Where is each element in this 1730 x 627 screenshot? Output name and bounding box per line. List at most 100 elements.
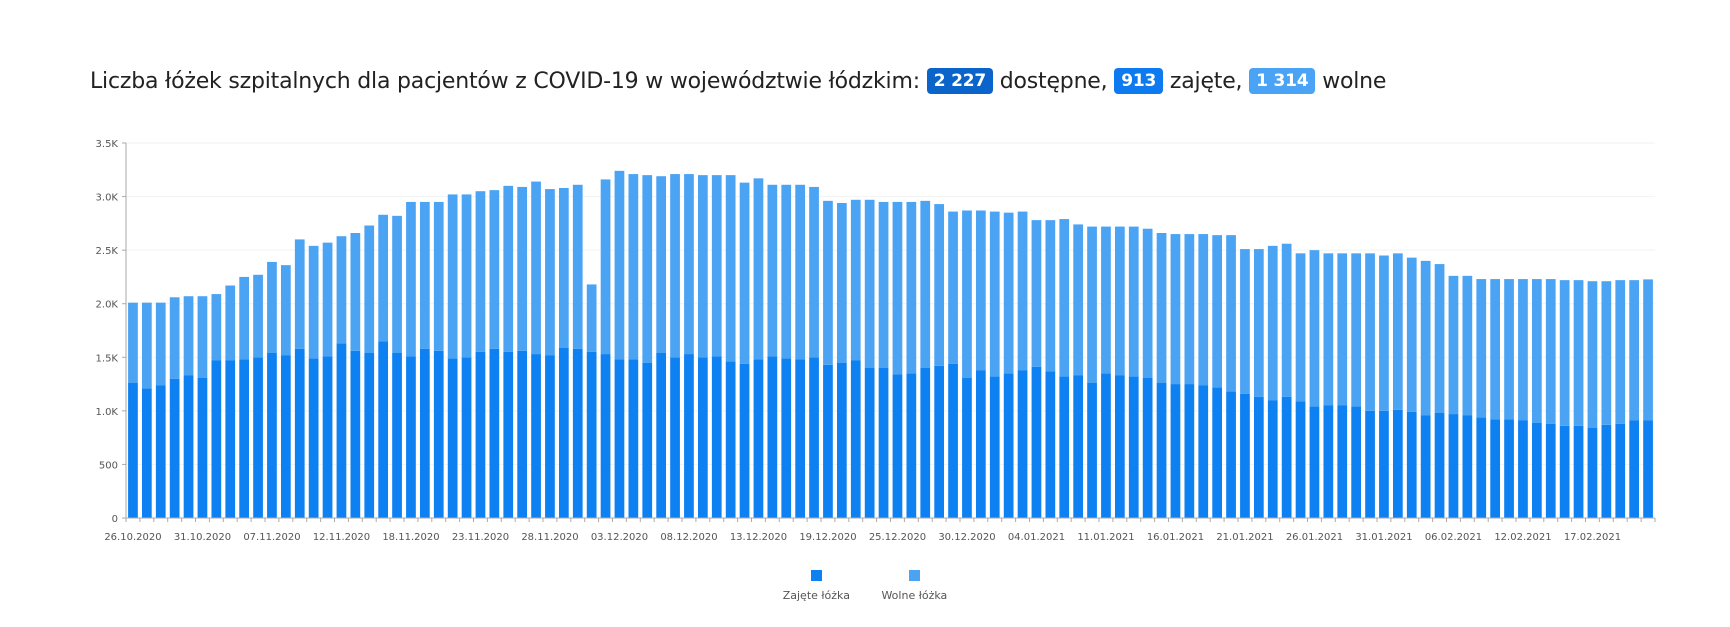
- bar-occupied[interactable]: [531, 354, 541, 518]
- bar-occupied[interactable]: [1476, 417, 1487, 518]
- bar-occupied[interactable]: [1490, 419, 1501, 518]
- bar-occupied[interactable]: [1309, 406, 1320, 518]
- bar-free[interactable]: [934, 204, 945, 366]
- bar-occupied[interactable]: [239, 359, 250, 518]
- bar-occupied[interactable]: [1087, 383, 1097, 518]
- bar-free[interactable]: [1267, 245, 1278, 401]
- bar-occupied[interactable]: [1518, 420, 1528, 519]
- bar-free[interactable]: [447, 194, 458, 359]
- bar-free[interactable]: [628, 174, 639, 360]
- bar-free[interactable]: [1587, 281, 1598, 428]
- bar-occupied[interactable]: [336, 343, 347, 518]
- bar-free[interactable]: [322, 242, 333, 357]
- bar-free[interactable]: [878, 201, 889, 368]
- bar-occupied[interactable]: [1295, 401, 1306, 518]
- bar-free[interactable]: [1114, 226, 1125, 376]
- bar-occupied[interactable]: [628, 359, 639, 518]
- bar-free[interactable]: [1128, 226, 1139, 377]
- bar-free[interactable]: [656, 176, 667, 353]
- bar-occupied[interactable]: [614, 359, 625, 518]
- bar-occupied[interactable]: [878, 368, 889, 518]
- bar-occupied[interactable]: [781, 358, 792, 518]
- bar-occupied[interactable]: [558, 347, 569, 518]
- bar-free[interactable]: [128, 302, 138, 383]
- bar-free[interactable]: [336, 236, 347, 344]
- bar-free[interactable]: [670, 174, 680, 358]
- bar-free[interactable]: [503, 185, 514, 352]
- bar-occupied[interactable]: [1392, 409, 1403, 518]
- bar-occupied[interactable]: [975, 370, 986, 518]
- bar-free[interactable]: [1226, 235, 1236, 392]
- bar-free[interactable]: [1295, 253, 1306, 402]
- bar-free[interactable]: [1629, 280, 1640, 421]
- bar-free[interactable]: [239, 276, 250, 360]
- bar-free[interactable]: [378, 214, 389, 342]
- bar-occupied[interactable]: [1184, 384, 1195, 518]
- bar-occupied[interactable]: [642, 362, 653, 518]
- bar-occupied[interactable]: [1017, 370, 1028, 518]
- bar-occupied[interactable]: [447, 358, 458, 518]
- bar-free[interactable]: [211, 294, 222, 361]
- bar-free[interactable]: [1031, 220, 1042, 367]
- bar-free[interactable]: [517, 186, 528, 351]
- bar-occupied[interactable]: [1212, 387, 1223, 518]
- bar-occupied[interactable]: [697, 357, 708, 518]
- bar-free[interactable]: [364, 225, 375, 354]
- bar-occupied[interactable]: [141, 388, 152, 518]
- bar-free[interactable]: [1476, 279, 1487, 418]
- bar-free[interactable]: [962, 210, 972, 378]
- bar-free[interactable]: [572, 184, 583, 349]
- bar-occupied[interactable]: [1101, 373, 1111, 518]
- bar-occupied[interactable]: [1156, 383, 1167, 518]
- bar-occupied[interactable]: [280, 355, 291, 518]
- bar-occupied[interactable]: [1545, 423, 1556, 518]
- bar-occupied[interactable]: [1198, 385, 1209, 518]
- bar-occupied[interactable]: [1031, 366, 1042, 518]
- bar-occupied[interactable]: [753, 359, 764, 518]
- bar-free[interactable]: [461, 194, 472, 358]
- bar-occupied[interactable]: [1365, 410, 1375, 518]
- bar-free[interactable]: [1101, 226, 1111, 374]
- bar-free[interactable]: [1545, 279, 1556, 424]
- bar-occupied[interactable]: [1073, 375, 1084, 519]
- bar-free[interactable]: [433, 201, 444, 351]
- bar-free[interactable]: [350, 233, 361, 351]
- bar-free[interactable]: [169, 297, 180, 379]
- bar-free[interactable]: [1281, 243, 1292, 397]
- bar-free[interactable]: [294, 239, 305, 349]
- bar-occupied[interactable]: [1323, 405, 1334, 519]
- bar-free[interactable]: [1087, 226, 1097, 383]
- bar-occupied[interactable]: [545, 355, 555, 518]
- bar-free[interactable]: [155, 302, 166, 386]
- bar-occupied[interactable]: [1504, 419, 1514, 518]
- bar-free[interactable]: [1184, 234, 1195, 385]
- bar-free[interactable]: [600, 179, 611, 355]
- bar-occupied[interactable]: [920, 368, 931, 518]
- bar-occupied[interactable]: [1629, 420, 1640, 519]
- bar-occupied[interactable]: [1351, 406, 1362, 518]
- bar-occupied[interactable]: [308, 358, 319, 518]
- bar-free[interactable]: [614, 170, 625, 360]
- bar-free[interactable]: [1309, 250, 1320, 407]
- bar-free[interactable]: [1253, 249, 1264, 397]
- bar-free[interactable]: [1170, 234, 1181, 385]
- bar-occupied[interactable]: [267, 353, 277, 518]
- bar-occupied[interactable]: [1003, 373, 1014, 518]
- bar-occupied[interactable]: [600, 354, 611, 518]
- bar-free[interactable]: [1601, 281, 1612, 425]
- legend-item-free[interactable]: Wolne łóżka: [881, 570, 947, 602]
- bar-free[interactable]: [711, 175, 722, 357]
- bar-occupied[interactable]: [503, 351, 514, 518]
- bar-occupied[interactable]: [1420, 415, 1431, 518]
- bar-occupied[interactable]: [378, 341, 389, 518]
- bar-occupied[interactable]: [1448, 414, 1459, 518]
- bar-free[interactable]: [1045, 220, 1056, 372]
- bar-occupied[interactable]: [1281, 396, 1292, 518]
- bar-free[interactable]: [809, 186, 819, 358]
- bar-free[interactable]: [1615, 280, 1626, 424]
- bar-free[interactable]: [753, 178, 764, 360]
- bar-free[interactable]: [197, 296, 208, 378]
- bar-occupied[interactable]: [1615, 423, 1626, 518]
- bar-free[interactable]: [989, 211, 1000, 377]
- bar-occupied[interactable]: [1406, 411, 1417, 518]
